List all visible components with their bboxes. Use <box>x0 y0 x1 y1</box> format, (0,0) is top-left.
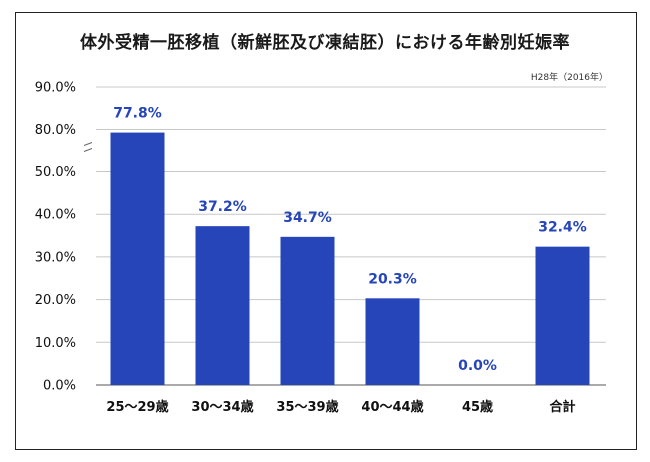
year-note: H28年（2016年） <box>530 73 608 83</box>
bar <box>535 246 590 385</box>
data-label: 34.7% <box>283 210 332 226</box>
axis-break-mark <box>83 142 93 152</box>
bar <box>280 236 335 385</box>
data-label: 32.4% <box>538 220 587 236</box>
category-label: 40～44歳 <box>361 399 423 415</box>
bar <box>365 298 420 385</box>
y-tick-label: 0.0% <box>43 379 76 394</box>
y-tick-label: 90.0% <box>35 81 76 96</box>
category-label: 45歳 <box>462 399 493 415</box>
category-label: 35～39歳 <box>276 399 338 415</box>
category-label: 25～29歳 <box>106 399 168 415</box>
y-tick-label: 80.0% <box>35 123 76 138</box>
y-tick-label: 30.0% <box>35 250 76 265</box>
y-tick-label: 50.0% <box>35 165 76 180</box>
y-tick-label: 40.0% <box>35 208 76 223</box>
data-label: 20.3% <box>368 271 417 287</box>
y-tick-label: 10.0% <box>35 336 76 351</box>
data-label: 0.0% <box>458 358 497 374</box>
data-label: 77.8% <box>113 106 162 122</box>
bar <box>195 226 250 385</box>
data-label: 37.2% <box>198 199 247 215</box>
bar <box>110 132 165 385</box>
category-label: 合計 <box>549 399 575 415</box>
category-label: 30～34歳 <box>191 399 253 415</box>
y-tick-label: 20.0% <box>35 293 76 308</box>
chart-title: 体外受精一胚移植（新鮮胚及び凍結胚）における年齢別妊娠率 <box>80 33 570 53</box>
